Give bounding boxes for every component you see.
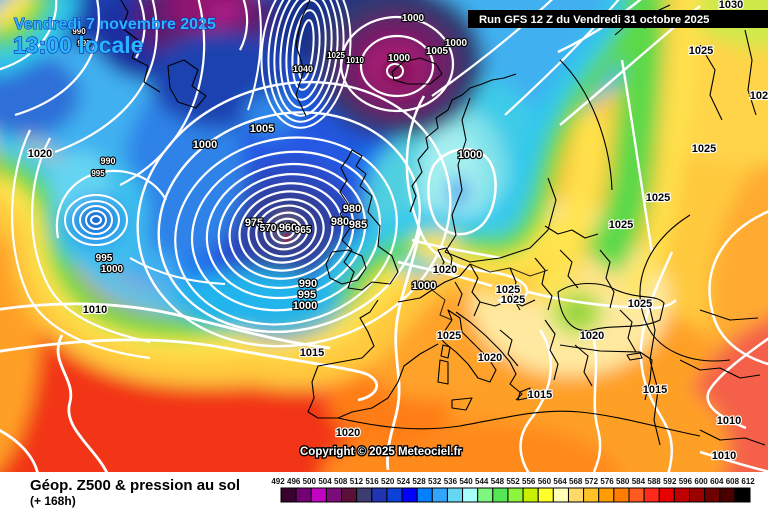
svg-text:592: 592 <box>663 477 677 486</box>
svg-text:564: 564 <box>553 477 567 486</box>
svg-text:552: 552 <box>506 477 520 486</box>
svg-text:1025: 1025 <box>501 294 525 306</box>
svg-text:572: 572 <box>585 477 599 486</box>
svg-text:1000: 1000 <box>388 53 411 64</box>
svg-text:608: 608 <box>726 477 740 486</box>
svg-text:990: 990 <box>299 278 317 290</box>
svg-text:1020: 1020 <box>433 264 457 276</box>
svg-text:1000: 1000 <box>445 38 468 49</box>
svg-text:1000: 1000 <box>193 139 217 151</box>
svg-text:1010: 1010 <box>83 304 107 316</box>
svg-text:612: 612 <box>741 477 755 486</box>
svg-text:540: 540 <box>459 477 473 486</box>
svg-text:1025: 1025 <box>437 330 461 342</box>
svg-text:1020: 1020 <box>28 148 52 160</box>
svg-text:604: 604 <box>710 477 724 486</box>
svg-text:1030: 1030 <box>719 0 743 11</box>
svg-text:508: 508 <box>334 477 348 486</box>
svg-text:1015: 1015 <box>300 347 324 359</box>
svg-text:Copyright © 2025 Meteociel.fr: Copyright © 2025 Meteociel.fr <box>300 446 462 458</box>
svg-text:1015: 1015 <box>528 389 552 401</box>
svg-text:1040: 1040 <box>293 64 313 74</box>
svg-text:1020: 1020 <box>336 427 360 439</box>
svg-text:568: 568 <box>569 477 583 486</box>
svg-text:1000: 1000 <box>412 280 436 292</box>
svg-text:1010: 1010 <box>717 415 741 427</box>
svg-text:965: 965 <box>295 225 312 236</box>
svg-text:1020: 1020 <box>580 330 604 342</box>
svg-text:1005: 1005 <box>426 46 449 57</box>
svg-text:Vendredi 7 novembre 2025: Vendredi 7 novembre 2025 <box>14 16 216 33</box>
svg-text:524: 524 <box>397 477 411 486</box>
svg-text:975: 975 <box>245 217 263 229</box>
svg-text:995: 995 <box>77 39 91 48</box>
svg-text:560: 560 <box>538 477 552 486</box>
svg-text:548: 548 <box>491 477 505 486</box>
svg-text:990: 990 <box>72 27 86 36</box>
svg-text:13:00 locale: 13:00 locale <box>13 32 143 58</box>
svg-text:1000: 1000 <box>293 300 317 312</box>
svg-text:1025: 1025 <box>646 192 670 204</box>
svg-text:580: 580 <box>616 477 630 486</box>
svg-text:536: 536 <box>444 477 458 486</box>
svg-text:995: 995 <box>91 169 105 178</box>
svg-text:980: 980 <box>343 203 361 215</box>
svg-text:520: 520 <box>381 477 395 486</box>
svg-text:556: 556 <box>522 477 536 486</box>
svg-text:995: 995 <box>96 253 113 264</box>
svg-text:1025: 1025 <box>609 219 633 231</box>
svg-text:584: 584 <box>632 477 646 486</box>
svg-text:Géop. Z500 & pression au sol: Géop. Z500 & pression au sol <box>30 477 240 494</box>
svg-text:1020: 1020 <box>478 352 502 364</box>
svg-text:528: 528 <box>412 477 426 486</box>
svg-text:588: 588 <box>647 477 661 486</box>
svg-text:1000: 1000 <box>458 149 482 161</box>
svg-text:1025: 1025 <box>692 143 716 155</box>
svg-text:985: 985 <box>349 219 367 231</box>
svg-text:512: 512 <box>350 477 364 486</box>
svg-text:544: 544 <box>475 477 489 486</box>
svg-text:1000: 1000 <box>402 13 425 24</box>
svg-text:980: 980 <box>331 216 349 228</box>
svg-text:516: 516 <box>365 477 379 486</box>
svg-text:1015: 1015 <box>643 384 667 396</box>
svg-text:Run GFS 12 Z du Vendredi 31 oc: Run GFS 12 Z du Vendredi 31 octobre 2025 <box>479 14 709 26</box>
svg-text:496: 496 <box>287 477 301 486</box>
svg-text:1025: 1025 <box>689 45 713 57</box>
svg-text:1010: 1010 <box>712 450 736 462</box>
svg-text:990: 990 <box>100 156 115 166</box>
svg-text:1005: 1005 <box>250 123 274 135</box>
svg-text:1025: 1025 <box>750 90 768 102</box>
svg-text:492: 492 <box>271 477 285 486</box>
svg-text:1025: 1025 <box>327 51 345 60</box>
svg-text:1025: 1025 <box>496 284 520 296</box>
svg-text:1000: 1000 <box>101 264 124 275</box>
svg-text:576: 576 <box>600 477 614 486</box>
svg-text:504: 504 <box>318 477 332 486</box>
svg-text:995: 995 <box>298 289 316 301</box>
svg-text:(+ 168h): (+ 168h) <box>30 494 76 508</box>
svg-text:1010: 1010 <box>346 56 364 65</box>
svg-text:596: 596 <box>679 477 693 486</box>
svg-text:960: 960 <box>279 222 297 234</box>
svg-text:600: 600 <box>694 477 708 486</box>
svg-text:570: 570 <box>260 223 277 234</box>
svg-text:1025: 1025 <box>628 298 652 310</box>
svg-text:532: 532 <box>428 477 442 486</box>
svg-text:500: 500 <box>303 477 317 486</box>
